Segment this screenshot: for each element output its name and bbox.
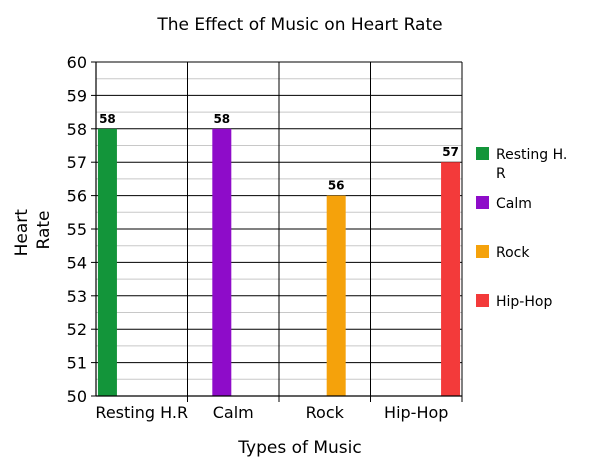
y-tick-label: 56: [67, 187, 87, 206]
data-label: 58: [213, 112, 230, 126]
legend-label: Calm: [496, 196, 532, 212]
y-tick-label: 52: [67, 320, 87, 339]
chart-title: The Effect of Music on Heart Rate: [156, 15, 442, 35]
y-tick-label: 55: [67, 220, 87, 239]
legend-label-line: Hip-Hop: [496, 294, 552, 310]
y-tick-label: 58: [67, 120, 87, 139]
y-tick-label: 50: [67, 387, 87, 406]
legend-label-line: Calm: [496, 196, 532, 212]
grid: [96, 61, 462, 402]
legend-label-line: R: [496, 166, 506, 182]
data-label: 58: [99, 112, 116, 126]
data-labels: 58 58 56 57: [99, 112, 459, 193]
bars: [97, 128, 461, 397]
y-tick-label: 51: [67, 354, 87, 373]
x-tick-labels: Resting H.R Calm Rock Hip-Hop: [95, 403, 448, 422]
x-axis-label: Types of Music: [237, 438, 361, 458]
bar-rock: [326, 195, 346, 396]
y-axis-label-line-2: Rate: [34, 211, 54, 250]
axes: [91, 61, 463, 402]
y-tick-label: 54: [67, 253, 87, 272]
legend-label: Hip-Hop: [496, 294, 552, 310]
bar-hip-hop: [441, 162, 461, 396]
data-label: 57: [442, 145, 459, 159]
legend-swatch: [476, 196, 489, 209]
y-tick-label: 57: [67, 153, 87, 172]
legend-label-line: Rock: [496, 245, 530, 261]
legend-label-line: Resting H.: [496, 147, 567, 163]
y-tick-labels: 50 51 52 53 54 55 56 57 58 59 60: [67, 53, 87, 406]
y-tick-label: 60: [67, 53, 87, 72]
x-tick-label: Rock: [306, 403, 345, 422]
x-tick-label: Resting H.R: [95, 403, 188, 422]
legend-swatch: [476, 147, 489, 160]
legend-swatch: [476, 245, 489, 258]
x-tick-label: Hip-Hop: [384, 403, 448, 422]
legend-label: Resting H. R: [496, 147, 567, 182]
y-tick-label: 59: [67, 86, 87, 105]
y-axis-label: Heart Rate: [12, 204, 54, 257]
data-label: 56: [328, 179, 345, 193]
legend: Resting H. R Calm Rock Hip-Hop: [476, 147, 567, 310]
bar-calm: [212, 128, 232, 397]
bar-resting-h-r: [97, 128, 117, 397]
y-tick-label: 53: [67, 287, 87, 306]
legend-swatch: [476, 294, 489, 307]
legend-label: Rock: [496, 245, 530, 261]
x-tick-label: Calm: [213, 403, 254, 422]
y-axis-label-line-1: Heart: [12, 209, 32, 257]
